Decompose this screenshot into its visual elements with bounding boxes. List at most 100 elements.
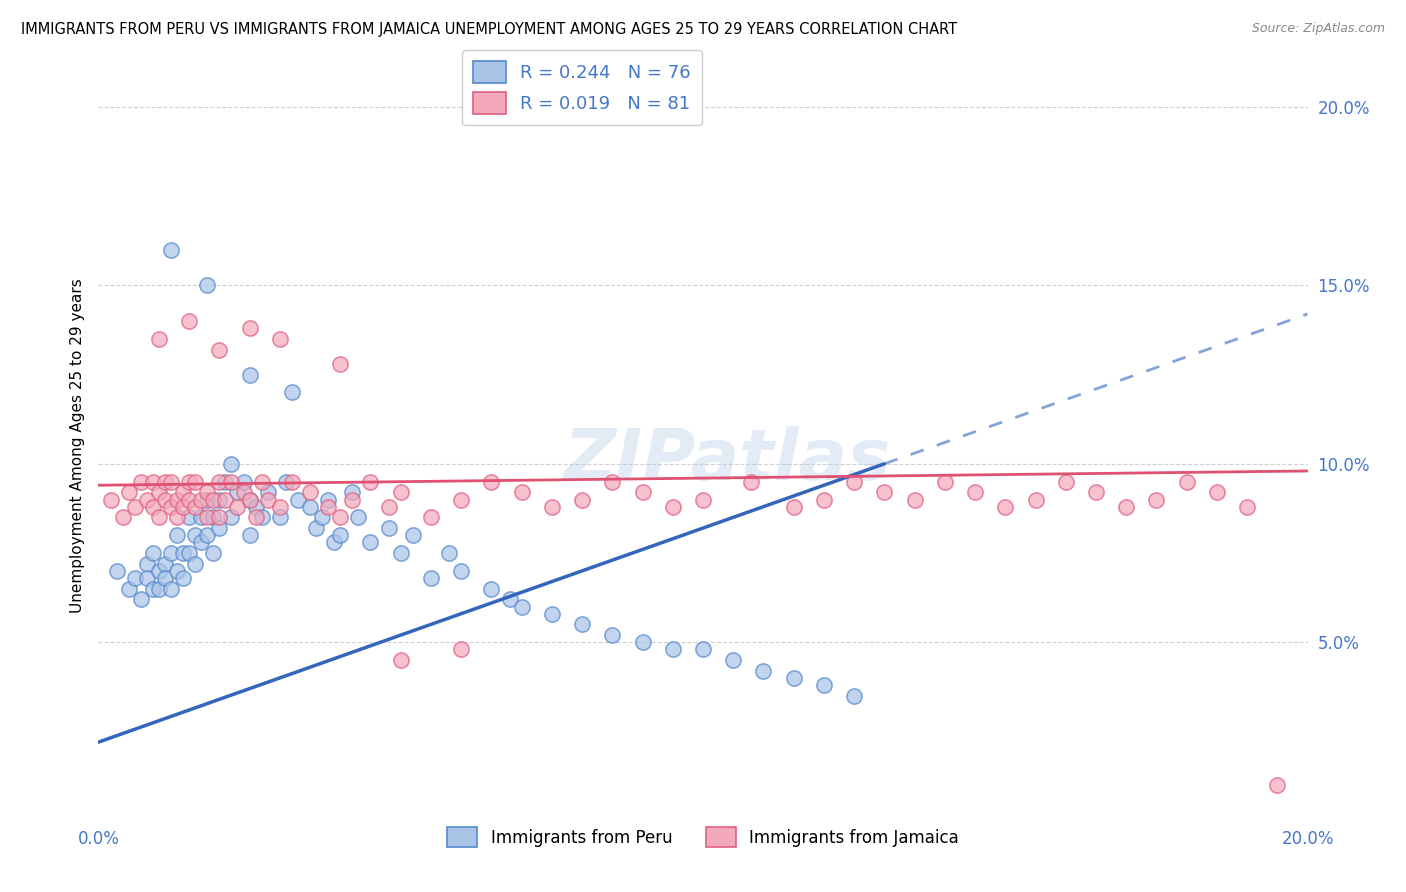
- Point: [135, 492, 157, 507]
- Point: [498, 592, 520, 607]
- Point: [510, 599, 533, 614]
- Point: [1054, 475, 1077, 489]
- Point: [153, 492, 176, 507]
- Point: [602, 628, 624, 642]
- Point: [329, 510, 352, 524]
- Point: [202, 492, 225, 507]
- Point: [148, 485, 170, 500]
- Point: [269, 510, 291, 524]
- Point: [111, 510, 134, 524]
- Point: [135, 571, 157, 585]
- Point: [142, 500, 165, 514]
- Point: [402, 528, 425, 542]
- Point: [377, 500, 399, 514]
- Point: [208, 521, 231, 535]
- Point: [195, 528, 218, 542]
- Point: [239, 492, 262, 507]
- Point: [540, 500, 562, 514]
- Point: [160, 546, 183, 560]
- Point: [184, 500, 207, 514]
- Point: [232, 485, 254, 500]
- Point: [105, 564, 128, 578]
- Point: [208, 510, 231, 524]
- Point: [316, 500, 339, 514]
- Point: [813, 492, 835, 507]
- Point: [631, 635, 654, 649]
- Point: [934, 475, 956, 489]
- Point: [239, 528, 262, 542]
- Point: [287, 492, 309, 507]
- Point: [450, 492, 472, 507]
- Point: [208, 492, 231, 507]
- Legend: Immigrants from Peru, Immigrants from Jamaica: Immigrants from Peru, Immigrants from Ja…: [437, 817, 969, 857]
- Point: [195, 485, 218, 500]
- Point: [281, 475, 304, 489]
- Point: [661, 642, 683, 657]
- Point: [965, 485, 987, 500]
- Point: [342, 485, 364, 500]
- Point: [179, 510, 201, 524]
- Point: [250, 475, 273, 489]
- Point: [166, 492, 188, 507]
- Point: [994, 500, 1017, 514]
- Point: [166, 528, 188, 542]
- Point: [844, 475, 866, 489]
- Point: [389, 653, 412, 667]
- Point: [904, 492, 927, 507]
- Point: [740, 475, 762, 489]
- Point: [142, 546, 165, 560]
- Point: [571, 617, 593, 632]
- Point: [142, 475, 165, 489]
- Point: [329, 528, 352, 542]
- Point: [274, 475, 297, 489]
- Point: [1115, 500, 1137, 514]
- Point: [239, 492, 262, 507]
- Point: [323, 535, 346, 549]
- Point: [202, 510, 225, 524]
- Point: [420, 510, 443, 524]
- Point: [1236, 500, 1258, 514]
- Point: [100, 492, 122, 507]
- Point: [172, 485, 194, 500]
- Point: [631, 485, 654, 500]
- Point: [148, 332, 170, 346]
- Point: [692, 492, 714, 507]
- Point: [437, 546, 460, 560]
- Point: [153, 475, 176, 489]
- Point: [873, 485, 896, 500]
- Point: [166, 510, 188, 524]
- Point: [179, 475, 201, 489]
- Point: [179, 314, 201, 328]
- Point: [783, 671, 806, 685]
- Point: [221, 510, 243, 524]
- Point: [342, 492, 364, 507]
- Point: [124, 571, 146, 585]
- Point: [329, 357, 352, 371]
- Point: [118, 485, 141, 500]
- Text: Source: ZipAtlas.com: Source: ZipAtlas.com: [1251, 22, 1385, 36]
- Point: [190, 510, 212, 524]
- Point: [1085, 485, 1108, 500]
- Point: [226, 500, 249, 514]
- Point: [269, 332, 291, 346]
- Point: [299, 500, 322, 514]
- Point: [692, 642, 714, 657]
- Point: [305, 521, 328, 535]
- Point: [752, 664, 775, 678]
- Point: [184, 475, 207, 489]
- Point: [269, 500, 291, 514]
- Point: [377, 521, 399, 535]
- Point: [172, 546, 194, 560]
- Point: [510, 485, 533, 500]
- Point: [360, 475, 382, 489]
- Point: [1024, 492, 1046, 507]
- Point: [202, 546, 225, 560]
- Point: [184, 557, 207, 571]
- Point: [723, 653, 745, 667]
- Point: [142, 582, 165, 596]
- Point: [481, 475, 503, 489]
- Point: [160, 243, 183, 257]
- Point: [389, 485, 412, 500]
- Point: [118, 582, 141, 596]
- Point: [420, 571, 443, 585]
